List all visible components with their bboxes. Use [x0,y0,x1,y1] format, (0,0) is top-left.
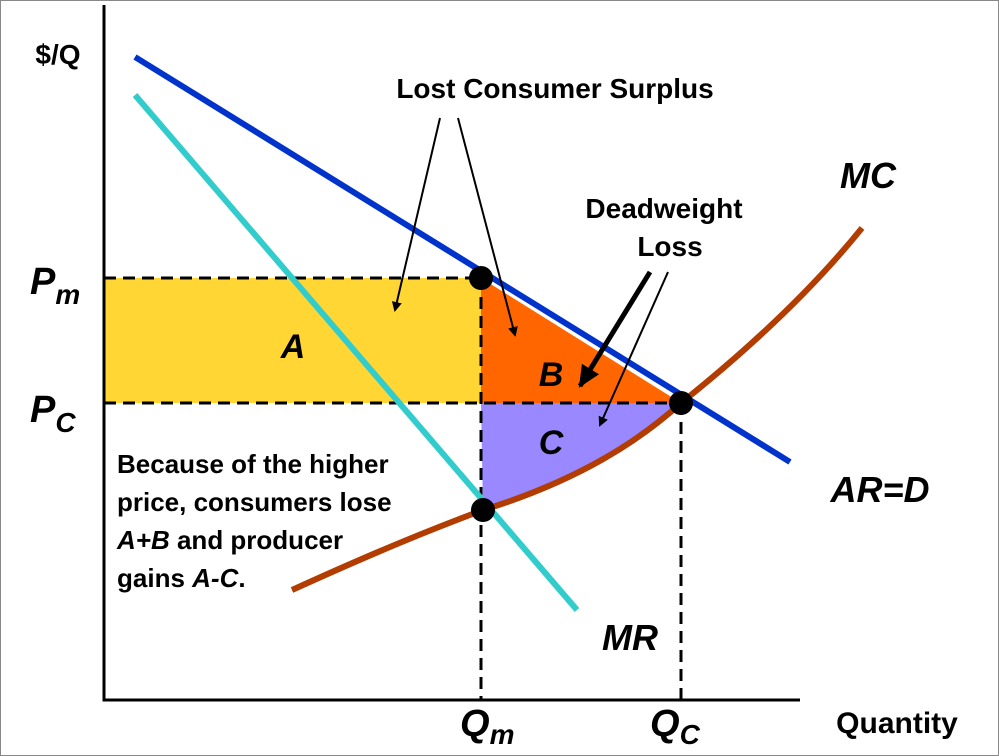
arrow [457,117,518,337]
symbol: P [30,261,56,303]
annotation: Loss [637,231,702,262]
note-line: Because of the higher [117,449,389,479]
note-text: A+B [116,525,170,555]
price-label: PC [30,389,76,438]
note-text: Because of the higher [117,449,389,479]
curve-label: AR=D [829,469,929,510]
note-line: A+B and producer [116,525,343,555]
annotation: Lost Consumer Surplus [396,73,713,104]
arrow [577,270,653,388]
y-axis-label: $/Q [35,39,80,70]
curve-label: MR [602,617,658,658]
note-text: gains [117,563,192,593]
area-b [481,278,681,403]
annotation: Deadweight [585,193,742,224]
subscript: m [490,719,515,750]
price-label: Pm [30,261,80,310]
symbol: Q [650,703,680,745]
quantity-label: QC [650,703,701,750]
point [669,391,693,415]
area-label: A [280,328,306,366]
curve-label: MC [840,155,897,196]
symbol: Q [460,703,490,745]
note-text: price, consumers lose [117,487,392,517]
subscript: C [55,407,76,438]
point [471,498,495,522]
area-c [481,403,681,510]
arrow [391,117,441,312]
note: Because of the higher price, consumers lo… [116,449,392,593]
symbol: P [30,389,56,431]
note-text: . [238,563,245,593]
subscript: C [680,719,701,750]
area-label: C [539,424,564,462]
point [469,266,493,290]
quantity-label: Qm [460,703,514,750]
area-a [104,278,481,403]
mr-curve [132,93,580,612]
arrow [598,271,669,427]
x-axis-label: Quantity [836,707,958,740]
area-label: B [539,356,564,394]
note-line: price, consumers lose [117,487,392,517]
note-text: and producer [170,525,343,555]
note-line: gains A-C. [117,563,246,593]
note-text: A-C [191,563,239,593]
mc-curve [290,226,865,593]
axes [102,5,800,702]
subscript: m [55,279,80,310]
